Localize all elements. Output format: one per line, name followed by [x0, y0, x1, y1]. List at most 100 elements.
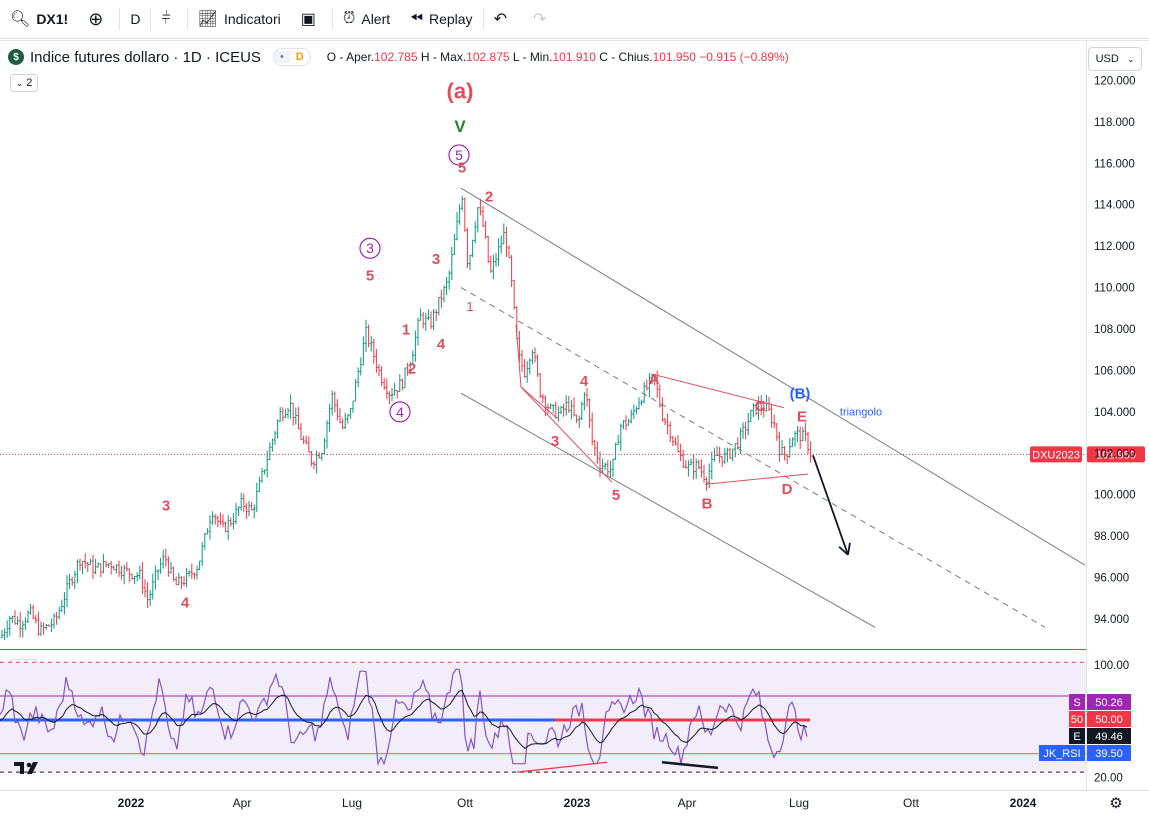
currency-label: USD — [1095, 53, 1119, 65]
indicators-button[interactable]: 📈︎ Indicatori — [188, 0, 291, 38]
price-bar — [221, 514, 225, 528]
wave-label: B — [702, 495, 713, 512]
price-bar — [697, 459, 700, 470]
price-bar — [427, 309, 430, 321]
price-bar — [263, 469, 266, 475]
interval-button[interactable]: D — [120, 0, 150, 38]
replay-label: Replay — [428, 11, 473, 27]
price-bar — [533, 347, 537, 363]
price-bar — [453, 233, 456, 256]
price-bar — [177, 572, 180, 586]
delay-badge: D — [295, 51, 304, 63]
ohlc-values: O - Aper.102.785 H - Max.102.875 L - Min… — [327, 50, 789, 64]
price-bar — [279, 407, 282, 423]
price-bar — [507, 245, 511, 259]
rsi-level-value: 50.26 — [1095, 697, 1123, 709]
time-tick-label: Apr — [233, 796, 252, 810]
price-bar — [325, 420, 329, 449]
price-tick-label: 98.000 — [1094, 531, 1129, 543]
price-bar — [289, 394, 292, 419]
rsi-level-value: 50.00 — [1095, 714, 1123, 726]
instrument-name[interactable]: Indice futures dollaro · 1D · ICEUS — [30, 48, 261, 66]
price-bar — [445, 276, 448, 296]
wave-label: D — [782, 481, 793, 498]
rsi-level-value-box — [1087, 745, 1131, 761]
price-bar — [461, 195, 464, 211]
rsi-level-label-box — [1069, 694, 1085, 710]
price-bar — [806, 431, 810, 455]
price-bar — [63, 592, 66, 615]
price-bar — [661, 397, 664, 422]
price-bar — [656, 370, 659, 398]
price-bar — [21, 620, 24, 638]
axes: DXU2023 101.950 94.000 96.000 98.000 100.000 1… — [0, 40, 1149, 812]
price-bar — [611, 458, 615, 478]
wave-circle — [448, 144, 470, 166]
symbol-search[interactable]: 🔍︎ DX1! — [0, 0, 78, 38]
rsi-pane-toggle[interactable]: ⌄ 1 — [10, 659, 38, 677]
replay-button[interactable]: ⏪︎ Replay — [400, 0, 482, 38]
price-bar — [294, 407, 297, 425]
price-bar — [762, 400, 765, 418]
rsi-band — [0, 662, 1086, 773]
redo-button[interactable]: ↷ — [523, 0, 562, 38]
wave-label: 3 — [432, 251, 440, 268]
price-bar — [71, 576, 74, 586]
price-bar — [554, 401, 557, 419]
price-tick-label: 102.000 — [1094, 448, 1136, 460]
price-bar — [622, 420, 625, 430]
price-bar — [580, 401, 583, 421]
legend-collapse-toggle[interactable]: ⌄ 2 — [10, 74, 38, 92]
divergence-line — [516, 761, 608, 773]
data-status-badge[interactable]: • D — [272, 48, 311, 66]
price-bar — [484, 220, 487, 239]
chart-type-button[interactable]: ⫩ — [151, 0, 186, 38]
undo-button[interactable]: ↶ — [484, 0, 523, 38]
logo-shape — [27, 762, 38, 774]
price-bar — [367, 324, 370, 348]
alert-label: Alert — [361, 11, 391, 27]
rsi-pane — [0, 661, 1086, 773]
price-bar — [219, 512, 222, 526]
price-bar — [58, 606, 61, 620]
alert-button[interactable]: ⏰︎ Alert — [333, 0, 400, 38]
price-bar — [52, 613, 56, 629]
price-bar — [778, 431, 781, 462]
price-bar — [253, 504, 256, 519]
price-bar — [76, 559, 79, 584]
price-bar — [146, 582, 149, 608]
currency-selector[interactable]: USD ⌄ — [1088, 47, 1142, 71]
price-bar — [268, 442, 271, 461]
divergence-line — [661, 761, 719, 770]
price-bar — [68, 573, 71, 589]
price-bar — [388, 391, 391, 405]
price-tick-label: 106.000 — [1094, 365, 1136, 377]
compare-button[interactable]: ⊕ — [78, 0, 119, 38]
price-bar — [112, 565, 115, 571]
price-bar — [151, 573, 154, 600]
price-bar — [489, 255, 492, 273]
price-bar — [619, 423, 622, 452]
price-bar — [271, 438, 274, 452]
price-bar — [312, 460, 316, 470]
wave-label: 5 — [612, 487, 620, 504]
price-bar — [97, 562, 100, 568]
price-bar — [497, 238, 500, 266]
symbol-label: DX1! — [36, 11, 69, 27]
layouts-button[interactable]: ▣ — [291, 0, 332, 38]
alarm-icon: ⏰︎ — [342, 10, 356, 27]
wave-label: triangolo — [840, 407, 882, 419]
price-bar — [780, 440, 784, 455]
price-bar — [110, 561, 113, 575]
price-bar — [637, 397, 641, 410]
price-bar — [505, 226, 508, 257]
price-bar — [198, 560, 201, 571]
price-bar — [455, 212, 459, 241]
price-bar — [523, 358, 526, 379]
price-bar — [117, 560, 121, 577]
trend-line — [520, 386, 613, 483]
price-bar — [362, 336, 365, 366]
price-bar — [757, 396, 760, 421]
price-bar — [448, 270, 451, 290]
